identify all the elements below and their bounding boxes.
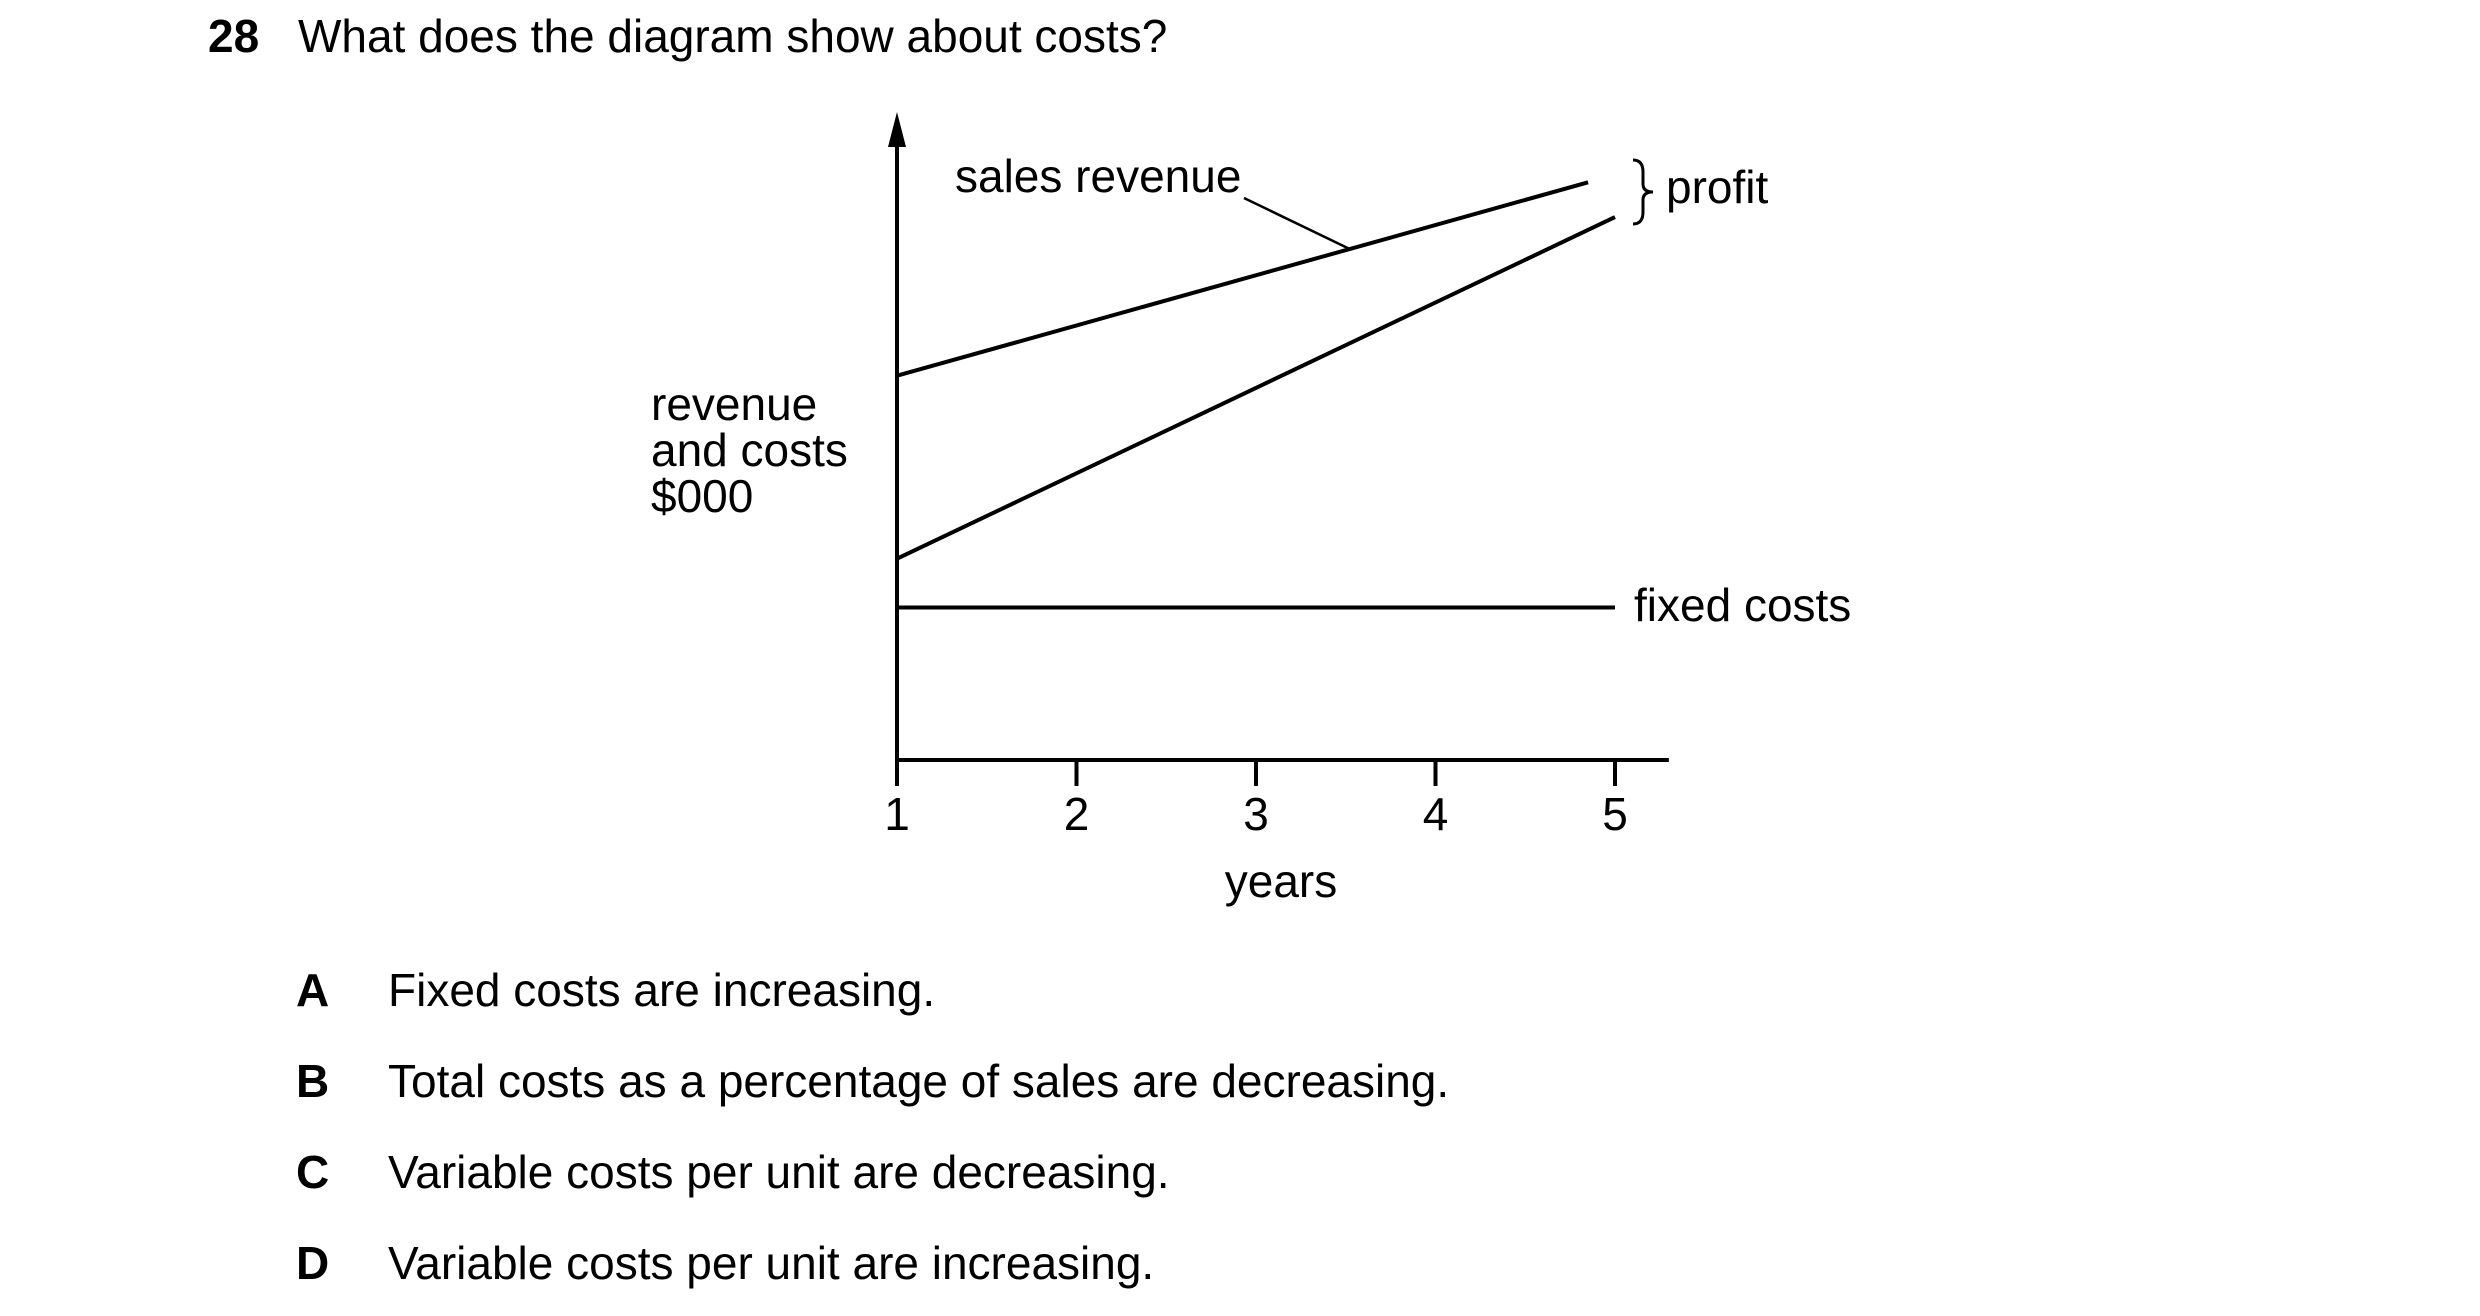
sales-revenue-leader-line [1243,196,1351,251]
option-b[interactable]: B Total costs as a percentage of sales a… [296,1051,1996,1111]
sales-revenue-label: sales revenue [955,150,1241,202]
y-axis-label-line: and costs [651,424,848,476]
question-text: What does the diagram show about costs? [298,10,1168,62]
x-tick-label: 4 [1423,788,1449,840]
chart-series [896,158,1654,610]
option-text: Total costs as a percentage of sales are… [388,1055,1450,1107]
question-number: 28 [208,10,260,62]
option-letter: D [296,1237,330,1289]
option-letter: B [296,1055,330,1107]
profit-brace [1632,158,1654,226]
y-axis-arrow [888,112,906,147]
y-axis-label-line: $000 [651,470,753,522]
option-text: Variable costs per unit are increasing. [388,1237,1155,1289]
fixed-costs-label: fixed costs [1634,579,1851,631]
chart-axes [888,112,1669,786]
option-c[interactable]: C Variable costs per unit are decreasing… [296,1142,1996,1202]
option-text: Variable costs per unit are decreasing. [388,1146,1170,1198]
profit-label: profit [1666,161,1768,213]
series-line-1 [896,180,1589,378]
x-tick-label: 3 [1243,788,1269,840]
option-text: Fixed costs are increasing. [388,964,936,1016]
option-letter: A [296,964,330,1016]
x-tick-label: 1 [884,788,910,840]
y-axis-label-line: revenue [651,378,817,430]
option-d[interactable]: D Variable costs per unit are increasing… [296,1233,1996,1293]
option-letter: C [296,1146,330,1198]
series-line-2 [896,215,1616,561]
option-a[interactable]: A Fixed costs are increasing. [296,960,1996,1020]
x-tick-label: 2 [1064,788,1090,840]
x-tick-label: 5 [1602,788,1628,840]
x-axis-label: years [1225,855,1337,907]
